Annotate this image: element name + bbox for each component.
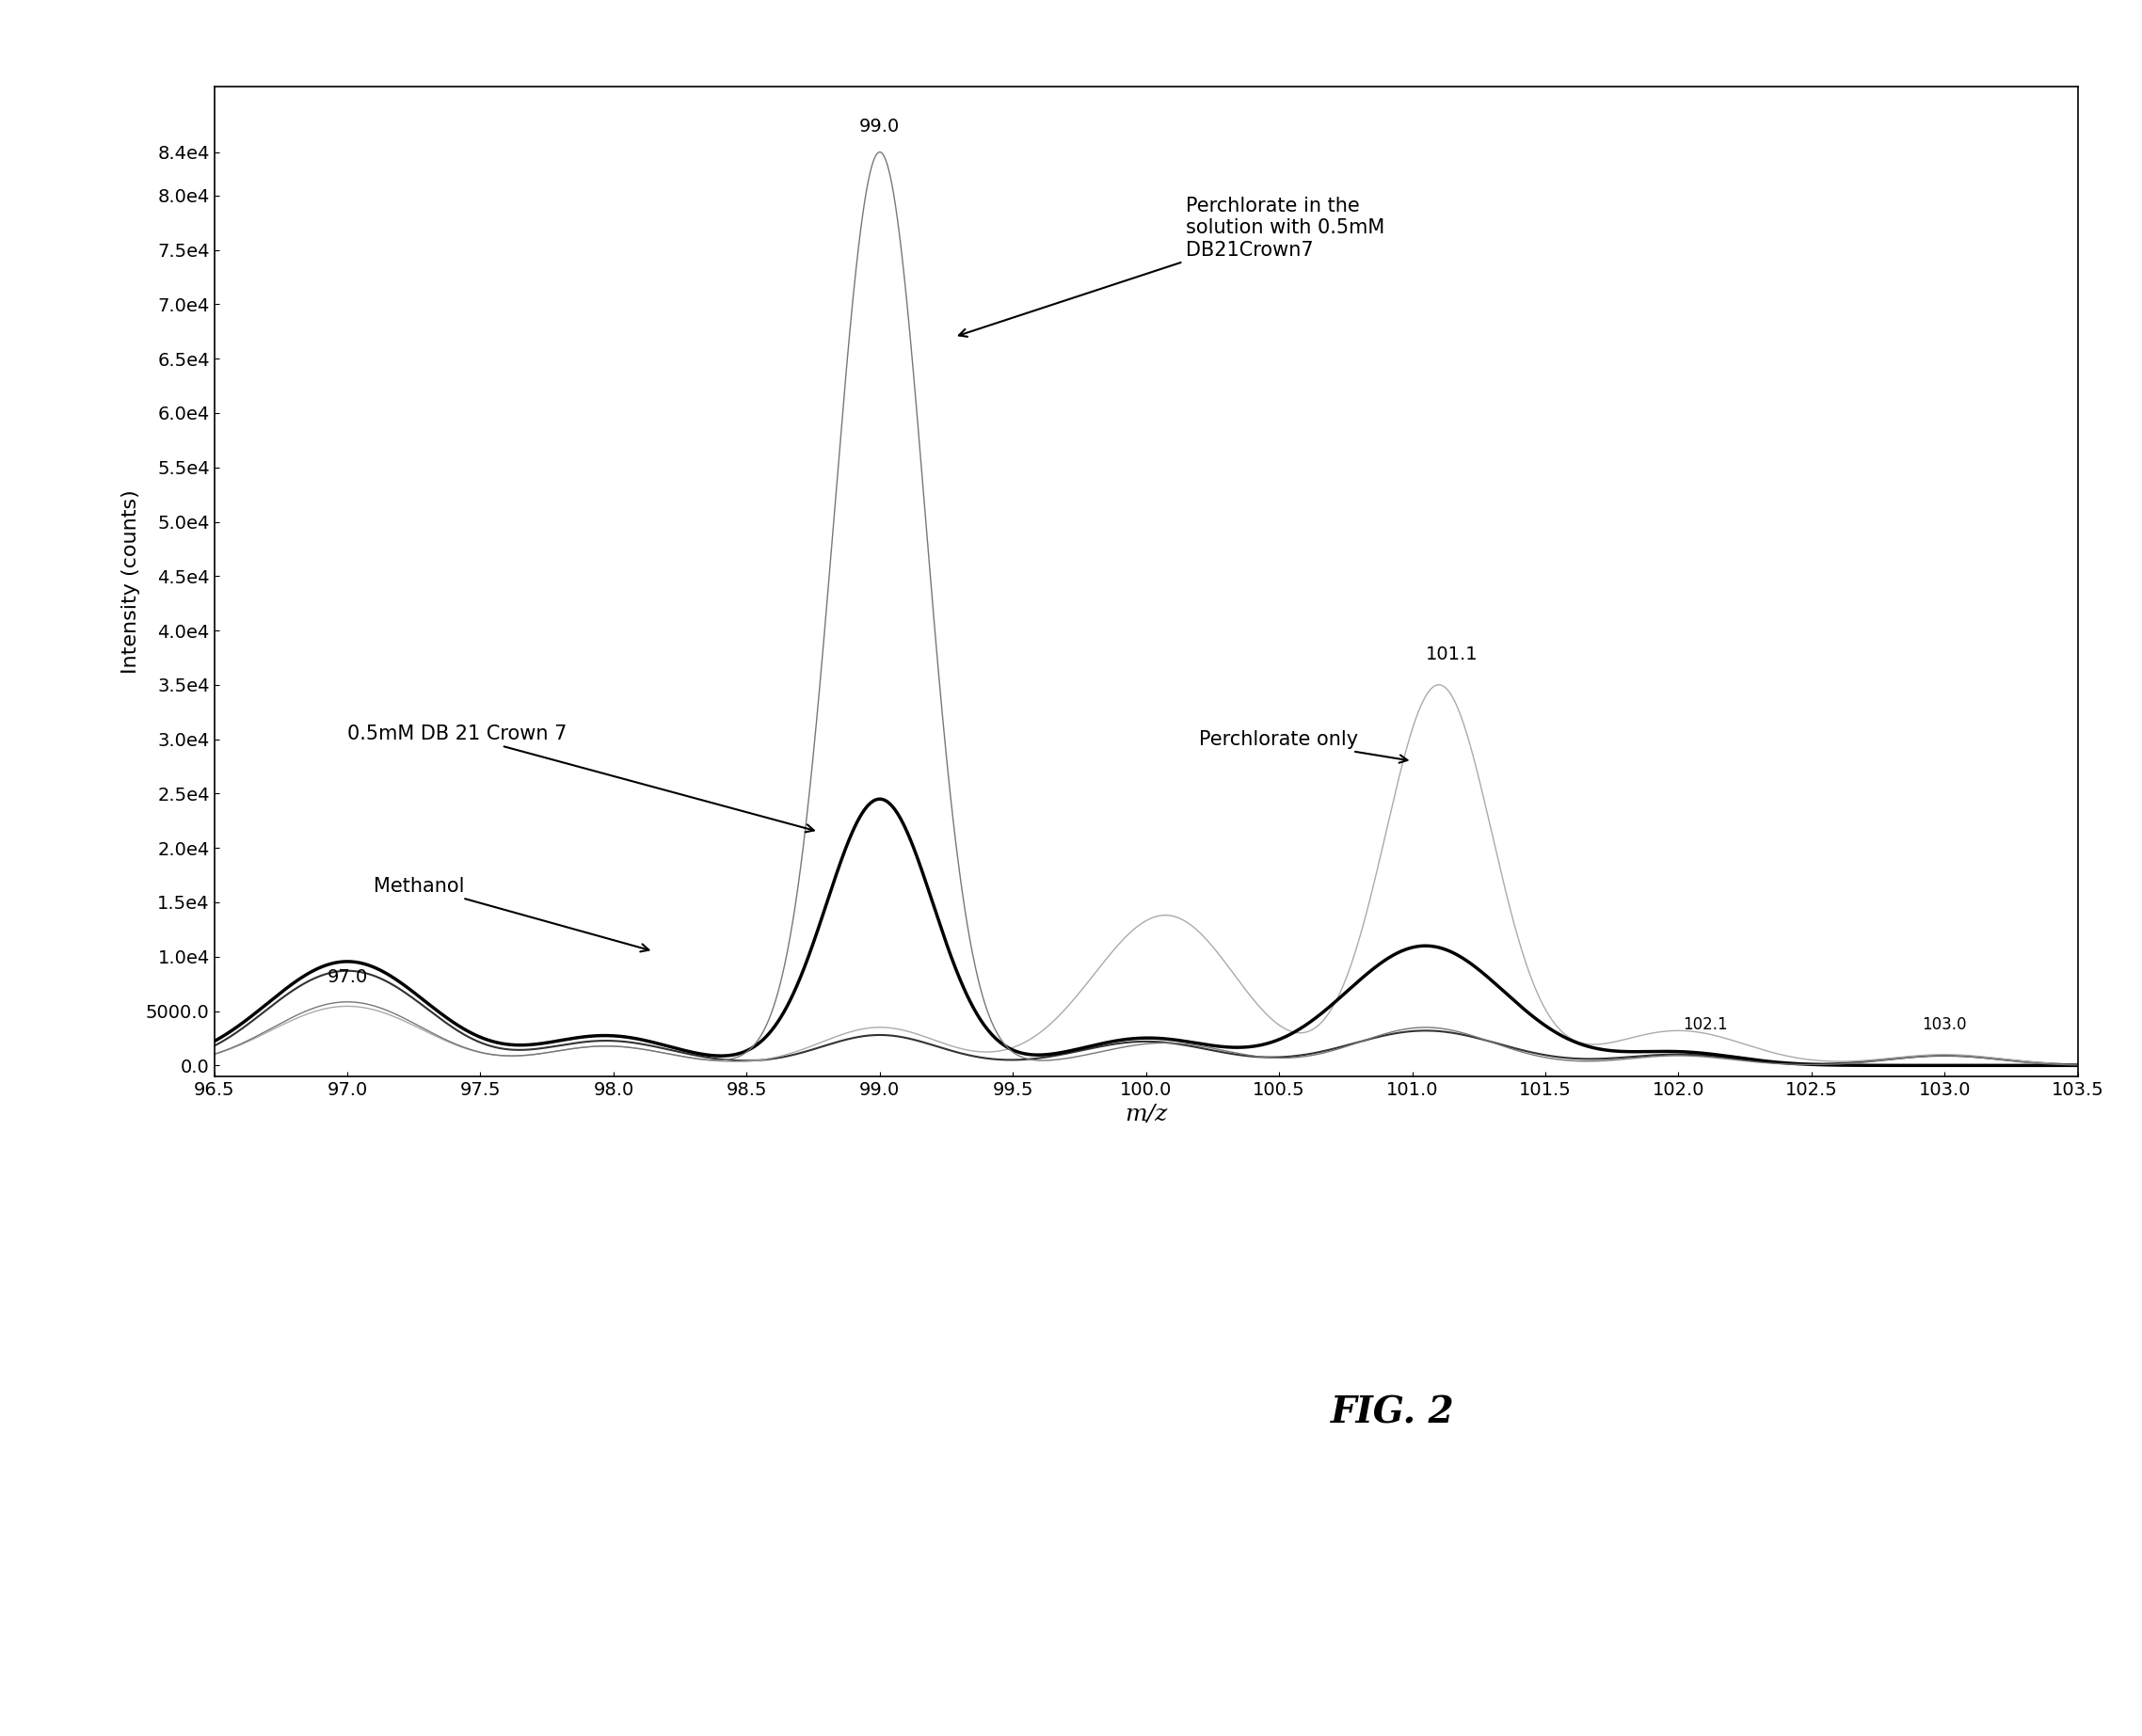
Text: Perchlorate in the
solution with 0.5mM
DB21Crown7: Perchlorate in the solution with 0.5mM D… — [960, 196, 1384, 337]
X-axis label: m/z: m/z — [1125, 1104, 1167, 1125]
Text: 97.0: 97.0 — [328, 969, 368, 986]
Text: 102.1: 102.1 — [1684, 1016, 1726, 1033]
Text: Perchlorate only: Perchlorate only — [1200, 729, 1407, 762]
Text: 101.1: 101.1 — [1427, 646, 1478, 663]
Y-axis label: Intensity (counts): Intensity (counts) — [122, 490, 141, 674]
Text: 0.5mM DB 21 Crown 7: 0.5mM DB 21 Crown 7 — [347, 724, 814, 832]
Text: FIG. 2: FIG. 2 — [1330, 1396, 1454, 1430]
Text: 103.0: 103.0 — [1921, 1016, 1966, 1033]
Text: 99.0: 99.0 — [859, 118, 900, 135]
Text: Methanol: Methanol — [375, 877, 649, 951]
